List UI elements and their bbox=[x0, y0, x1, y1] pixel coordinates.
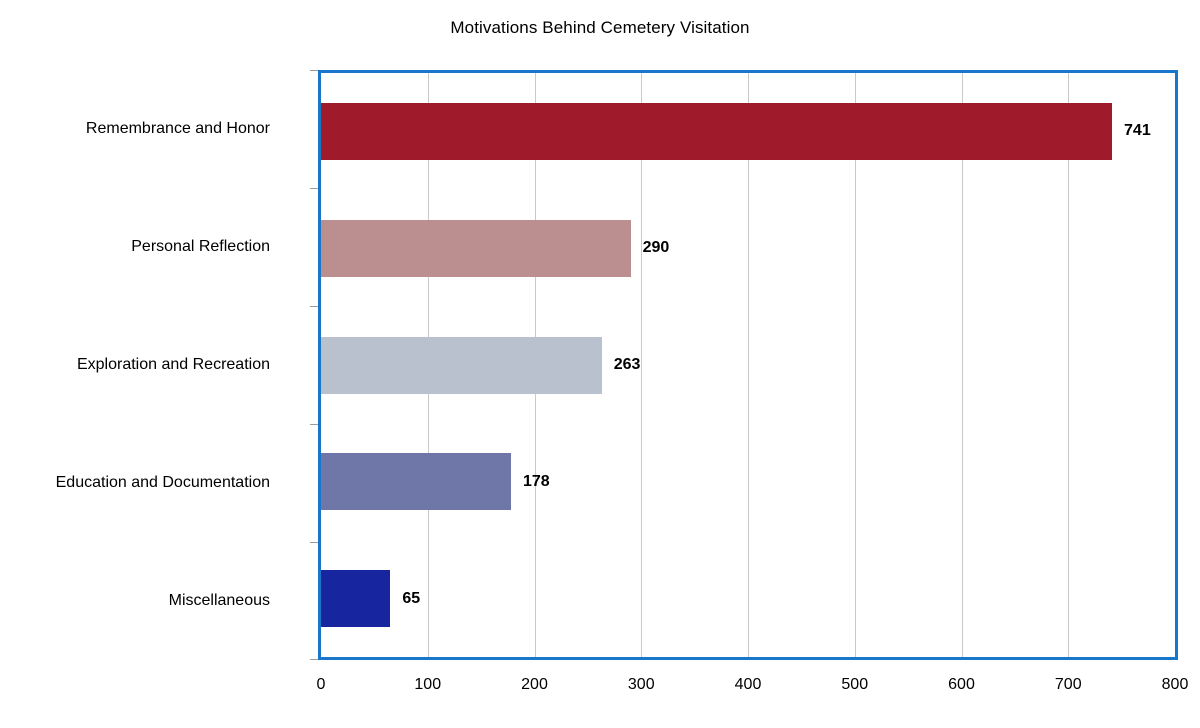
y-tick bbox=[310, 306, 318, 307]
x-tick-label: 700 bbox=[1054, 676, 1082, 693]
category-label: Education and Documentation bbox=[55, 474, 270, 491]
bar bbox=[321, 336, 602, 394]
gridline bbox=[748, 73, 749, 657]
gridline bbox=[854, 73, 856, 657]
category-label: Personal Reflection bbox=[131, 238, 270, 255]
bar bbox=[321, 570, 391, 628]
x-tick-label: 500 bbox=[841, 676, 869, 693]
gridline bbox=[1068, 73, 1070, 657]
value-label: 65 bbox=[402, 589, 421, 607]
category-label: Remembrance and Honor bbox=[85, 120, 270, 137]
bar bbox=[321, 102, 1113, 160]
category-label: Exploration and Recreation bbox=[76, 356, 270, 373]
x-tick-label: 0 bbox=[316, 676, 326, 693]
category-label: Miscellaneous bbox=[168, 592, 270, 609]
y-tick bbox=[310, 424, 318, 425]
x-tick-label: 300 bbox=[627, 676, 655, 693]
y-axis-ticks bbox=[310, 70, 318, 660]
bar bbox=[321, 453, 511, 511]
value-label: 290 bbox=[642, 239, 670, 257]
x-tick-label: 600 bbox=[948, 676, 975, 693]
chart-title: Motivations Behind Cemetery Visitation bbox=[450, 18, 750, 37]
y-tick bbox=[310, 188, 318, 189]
bar bbox=[321, 219, 631, 277]
y-tick bbox=[310, 542, 318, 543]
y-tick bbox=[310, 70, 318, 71]
x-axis-labels: 0 100 200 300 400 500 600 700 800 bbox=[317, 676, 1189, 698]
x-tick-label: 800 bbox=[1161, 676, 1189, 693]
value-label: 178 bbox=[523, 472, 550, 490]
value-label: 741 bbox=[1124, 122, 1151, 140]
x-tick-label: 200 bbox=[521, 676, 548, 693]
plot-area: 741 290 263 178 65 bbox=[318, 70, 1178, 660]
x-tick-label: 400 bbox=[734, 676, 762, 693]
y-axis-category-labels: Remembrance and Honor Personal Reflection… bbox=[0, 70, 300, 660]
x-tick-label: 100 bbox=[414, 676, 442, 693]
gridline bbox=[641, 73, 643, 657]
y-tick bbox=[310, 659, 318, 660]
gridline bbox=[961, 73, 963, 657]
value-label: 263 bbox=[613, 356, 641, 373]
